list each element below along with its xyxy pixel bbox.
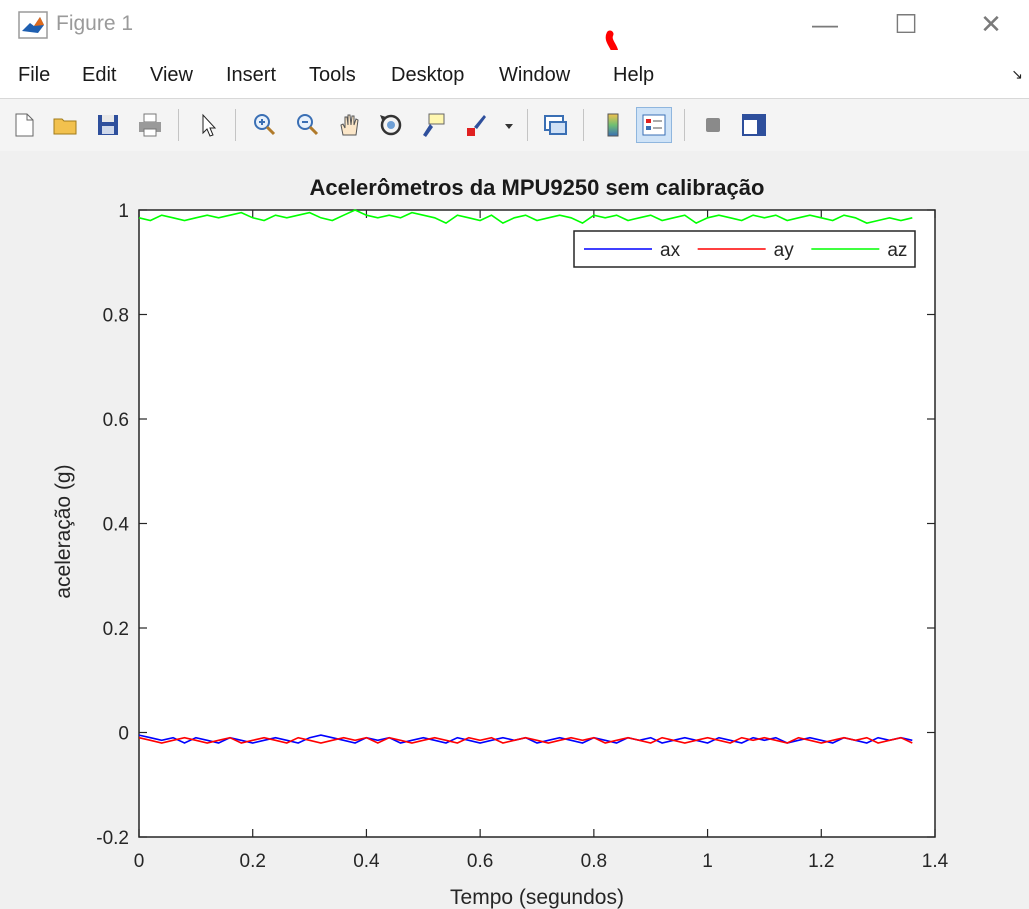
y-tick-label: 0.4 xyxy=(103,515,130,536)
brush-menu-button[interactable] xyxy=(498,107,520,143)
x-tick-label: 0.4 xyxy=(353,851,380,872)
printer-icon xyxy=(139,113,161,137)
menu-tools[interactable]: Tools xyxy=(309,64,356,86)
x-tick-label: 1.4 xyxy=(922,851,949,872)
brush-icon xyxy=(467,115,486,136)
toolbar-separator xyxy=(178,109,179,141)
colorbar-button[interactable] xyxy=(595,107,631,143)
rotate-3d-button[interactable] xyxy=(373,107,409,143)
chart-title: Acelerômetros da MPU9250 sem calibração xyxy=(310,175,765,200)
x-tick-label: 0 xyxy=(134,851,145,872)
data-tip-icon xyxy=(423,113,445,137)
y-tick-label: 0 xyxy=(118,724,129,745)
menu-bar: File Edit View Insert Tools Desktop Wind… xyxy=(0,50,1029,99)
y-tick-label: 0.6 xyxy=(103,410,129,431)
hand-icon xyxy=(340,114,359,136)
chevron-down-icon xyxy=(505,124,513,129)
show-plot-tools-button[interactable] xyxy=(736,107,772,143)
figure-canvas: 0 0.2 0.4 0.6 0.8 1 1.2 1.4-0.200.20.40.60.81 A… xyxy=(0,151,1029,909)
edit-plot-button[interactable] xyxy=(190,107,226,143)
zoom-out-icon xyxy=(297,114,319,136)
menu-edit[interactable]: Edit xyxy=(82,64,117,86)
gray-square-icon xyxy=(706,118,720,132)
x-tick-label: 1 xyxy=(702,851,713,872)
brush-button[interactable] xyxy=(458,107,494,143)
y-tick-label: 0.2 xyxy=(103,619,129,640)
menu-view[interactable]: View xyxy=(150,64,193,86)
toolbar-separator xyxy=(684,109,685,141)
menu-window[interactable]: Window xyxy=(499,64,571,86)
open-file-button[interactable] xyxy=(47,107,83,143)
zoom-in-button[interactable] xyxy=(246,107,282,143)
floppy-icon xyxy=(98,115,118,135)
legend[interactable]: ax ay az xyxy=(573,230,916,268)
figure-toolbar xyxy=(0,99,1029,152)
legend-label-ax: ax xyxy=(660,240,681,261)
legend-label-ay: ay xyxy=(774,240,795,261)
x-tick-label: 0.2 xyxy=(240,851,266,872)
rotate-icon xyxy=(380,114,402,136)
x-axis-label: Tempo (segundos) xyxy=(450,886,624,909)
toolbar-separator xyxy=(583,109,584,141)
link-plot-button[interactable] xyxy=(537,107,573,143)
pan-button[interactable] xyxy=(331,107,367,143)
save-button[interactable] xyxy=(90,107,126,143)
dock-arrow-icon[interactable]: ↘ xyxy=(1011,66,1023,82)
window-title: Figure 1 xyxy=(56,12,134,35)
arrow-cursor-icon xyxy=(202,113,217,137)
x-tick-label: 0.8 xyxy=(581,851,607,872)
maximize-button[interactable]: ☐ xyxy=(894,9,918,39)
x-tick-label: 1.2 xyxy=(808,851,834,872)
panel-icon xyxy=(742,114,766,136)
zoom-out-button[interactable] xyxy=(289,107,325,143)
toolbar-separator xyxy=(527,109,528,141)
plot-lines xyxy=(138,209,913,744)
menu-help[interactable]: Help xyxy=(613,64,655,86)
close-button[interactable]: ✕ xyxy=(980,9,1002,39)
legend-icon xyxy=(642,114,666,136)
series-line-az xyxy=(138,209,913,225)
toolbar-separator xyxy=(235,109,236,141)
hide-plot-tools-button[interactable] xyxy=(695,107,731,143)
matlab-logo-icon xyxy=(18,11,48,39)
menu-file[interactable]: File xyxy=(18,64,51,86)
colorbar-icon xyxy=(607,113,619,137)
axes-ticks: 0 0.2 0.4 0.6 0.8 1 1.2 1.4-0.200.20.40.60.81 xyxy=(96,201,948,872)
folder-icon xyxy=(53,118,77,135)
menu-desktop[interactable]: Desktop xyxy=(391,64,465,86)
minimize-button[interactable]: — xyxy=(812,9,838,39)
x-tick-label: 0.6 xyxy=(467,851,493,872)
new-figure-button[interactable] xyxy=(6,107,42,143)
menu-insert[interactable]: Insert xyxy=(226,64,277,86)
window-title-bar: Figure 1 — ☐ ✕ xyxy=(0,0,1029,50)
legend-label-az: az xyxy=(887,240,907,261)
series-line-ay xyxy=(138,736,913,744)
data-cursor-button[interactable] xyxy=(415,107,451,143)
print-button[interactable] xyxy=(132,107,168,143)
legend-button[interactable] xyxy=(636,107,672,143)
y-tick-label: 1 xyxy=(118,201,129,222)
new-file-icon xyxy=(15,113,34,137)
link-plot-icon xyxy=(544,115,567,135)
y-axis-label: aceleração (g) xyxy=(52,464,75,598)
y-tick-label: 0.8 xyxy=(103,306,129,327)
axes-box[interactable] xyxy=(138,209,936,838)
y-tick-label: -0.2 xyxy=(96,828,129,849)
zoom-in-icon xyxy=(254,114,276,136)
